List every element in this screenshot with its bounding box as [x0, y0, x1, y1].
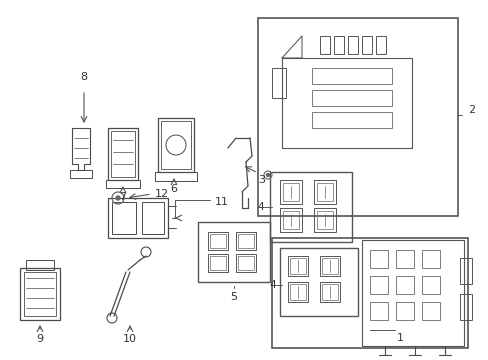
- Bar: [369, 302, 387, 320]
- Bar: [289, 284, 305, 300]
- Bar: [316, 211, 332, 229]
- Bar: [106, 180, 140, 188]
- Bar: [421, 250, 439, 268]
- Bar: [375, 36, 385, 54]
- Bar: [209, 234, 225, 248]
- Bar: [319, 256, 339, 276]
- Bar: [333, 36, 343, 54]
- Bar: [238, 234, 253, 248]
- Bar: [142, 202, 163, 234]
- Bar: [321, 258, 337, 274]
- Bar: [280, 208, 302, 232]
- Bar: [236, 232, 256, 250]
- Bar: [198, 222, 269, 282]
- Bar: [70, 170, 92, 178]
- Bar: [459, 258, 471, 284]
- Text: 7: 7: [119, 192, 126, 202]
- Bar: [26, 260, 54, 270]
- Text: 5: 5: [230, 292, 237, 302]
- Bar: [280, 180, 302, 204]
- Bar: [111, 131, 135, 177]
- Bar: [316, 183, 332, 201]
- Bar: [207, 232, 227, 250]
- Bar: [287, 282, 307, 302]
- Bar: [238, 256, 253, 270]
- Bar: [311, 68, 391, 84]
- Bar: [321, 284, 337, 300]
- Bar: [289, 258, 305, 274]
- Bar: [361, 36, 371, 54]
- Bar: [369, 276, 387, 294]
- Bar: [271, 238, 467, 348]
- Text: 11: 11: [215, 197, 228, 207]
- Bar: [311, 90, 391, 106]
- Text: 1: 1: [396, 333, 403, 343]
- Bar: [283, 211, 298, 229]
- Bar: [161, 121, 191, 169]
- Bar: [369, 250, 387, 268]
- Bar: [155, 172, 197, 181]
- Bar: [395, 276, 413, 294]
- Bar: [319, 282, 339, 302]
- Bar: [269, 172, 351, 242]
- Bar: [395, 302, 413, 320]
- Text: 4: 4: [257, 202, 264, 212]
- Bar: [24, 272, 56, 316]
- Bar: [313, 208, 335, 232]
- Bar: [258, 18, 457, 216]
- Text: 2: 2: [467, 105, 474, 115]
- Text: 9: 9: [37, 334, 43, 344]
- Circle shape: [116, 196, 120, 200]
- Text: 6: 6: [170, 184, 177, 194]
- Bar: [313, 180, 335, 204]
- Text: 3: 3: [258, 175, 265, 185]
- Bar: [207, 254, 227, 272]
- Bar: [459, 294, 471, 320]
- Bar: [108, 198, 168, 238]
- Text: 12: 12: [155, 189, 169, 199]
- Circle shape: [266, 174, 269, 176]
- Bar: [271, 68, 285, 98]
- Bar: [347, 36, 357, 54]
- Bar: [236, 254, 256, 272]
- Bar: [209, 256, 225, 270]
- Text: 8: 8: [80, 72, 87, 82]
- Bar: [319, 36, 329, 54]
- Text: 4: 4: [269, 280, 275, 290]
- Bar: [361, 240, 463, 346]
- Bar: [20, 268, 60, 320]
- Bar: [108, 128, 138, 180]
- Bar: [287, 256, 307, 276]
- Bar: [158, 118, 194, 172]
- Bar: [421, 276, 439, 294]
- Bar: [112, 202, 136, 234]
- Bar: [280, 248, 357, 316]
- Text: 10: 10: [123, 334, 137, 344]
- Bar: [421, 302, 439, 320]
- Bar: [283, 183, 298, 201]
- Bar: [311, 112, 391, 128]
- Bar: [282, 58, 411, 148]
- Bar: [395, 250, 413, 268]
